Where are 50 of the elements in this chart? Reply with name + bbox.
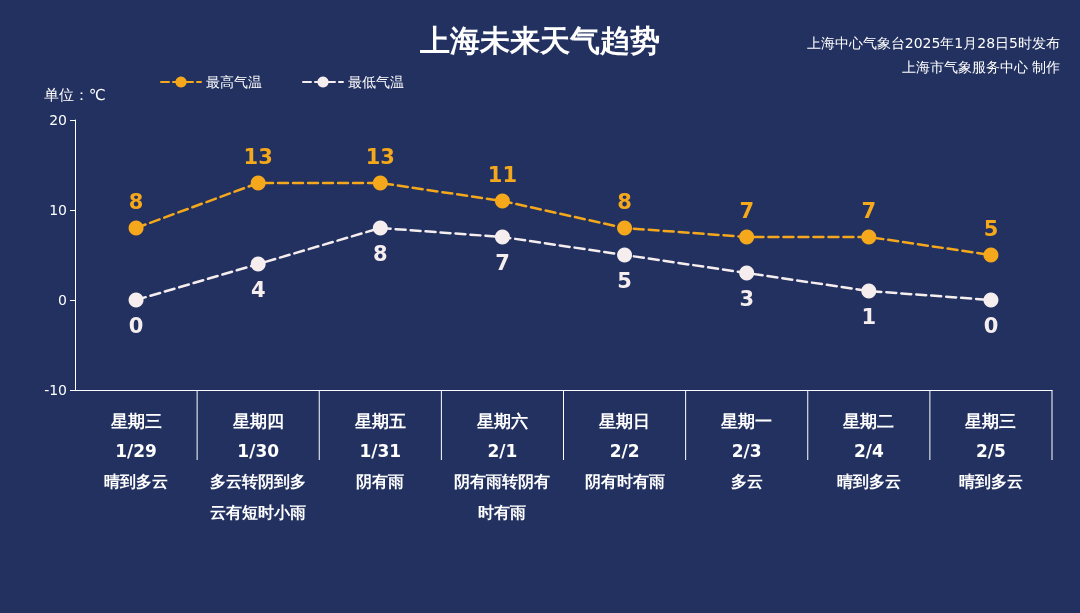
data-label: 5 xyxy=(983,217,999,241)
point xyxy=(250,256,266,272)
y-axis-title: 单位：℃ xyxy=(44,85,106,104)
x-tick-label: 星期一 2/3 多云 xyxy=(720,411,773,491)
data-label: 5 xyxy=(617,269,632,293)
data-label: 4 xyxy=(250,278,266,302)
point xyxy=(861,283,877,299)
y-tick-label: 20 xyxy=(49,112,67,128)
data-label: 13 xyxy=(243,145,273,169)
x-tick-label: 星期四 1/30 多云转阴到多云有短时小雨 xyxy=(210,411,307,522)
data-label: 13 xyxy=(365,145,395,169)
data-label: 1 xyxy=(861,305,877,329)
point xyxy=(250,175,266,191)
data-label: 8 xyxy=(373,242,388,266)
y-tick-label: 0 xyxy=(58,292,67,308)
x-tick-label: 星期三 1/29 晴到多云 xyxy=(104,411,169,491)
text: 上海中心气象台2025年1月28日5时发布 xyxy=(806,35,1060,51)
text: 上海市气象服务中心 制作 xyxy=(901,59,1060,75)
point xyxy=(861,229,877,245)
point xyxy=(617,220,633,236)
x-tick-label: 星期三 2/5 晴到多云 xyxy=(958,411,1023,491)
x-tick-label: 星期二 2/4 晴到多云 xyxy=(836,411,901,491)
data-label: 8 xyxy=(128,190,144,214)
point xyxy=(494,229,510,245)
data-label: 11 xyxy=(487,163,518,187)
point xyxy=(739,229,755,245)
point xyxy=(983,292,999,308)
point xyxy=(128,292,144,308)
data-label: 3 xyxy=(739,287,754,311)
data-label: 8 xyxy=(617,190,632,214)
data-label: 7 xyxy=(861,199,877,223)
point xyxy=(617,247,633,263)
x-tick-label: 星期日 2/2 阴有时有雨 xyxy=(584,411,665,491)
legend-label: 最低气温 xyxy=(348,74,404,90)
point xyxy=(372,220,388,236)
point xyxy=(494,193,510,209)
point xyxy=(128,220,144,236)
x-tick-label: 星期六 2/1 阴有雨转阴有时有雨 xyxy=(454,411,551,522)
chart-title: 上海未来天气趋势 xyxy=(419,22,660,58)
y-tick-label: -10 xyxy=(44,382,67,398)
data-label: 7 xyxy=(495,251,510,275)
data-label: 7 xyxy=(739,199,754,223)
data-label: 0 xyxy=(983,314,999,338)
point xyxy=(983,247,999,263)
point xyxy=(372,175,388,191)
data-label: 0 xyxy=(128,314,144,338)
point xyxy=(739,265,755,281)
legend-label: 最高气温 xyxy=(206,74,262,90)
y-tick-label: 10 xyxy=(49,202,67,218)
x-tick-label: 星期五 1/31 阴有雨 xyxy=(353,411,406,491)
